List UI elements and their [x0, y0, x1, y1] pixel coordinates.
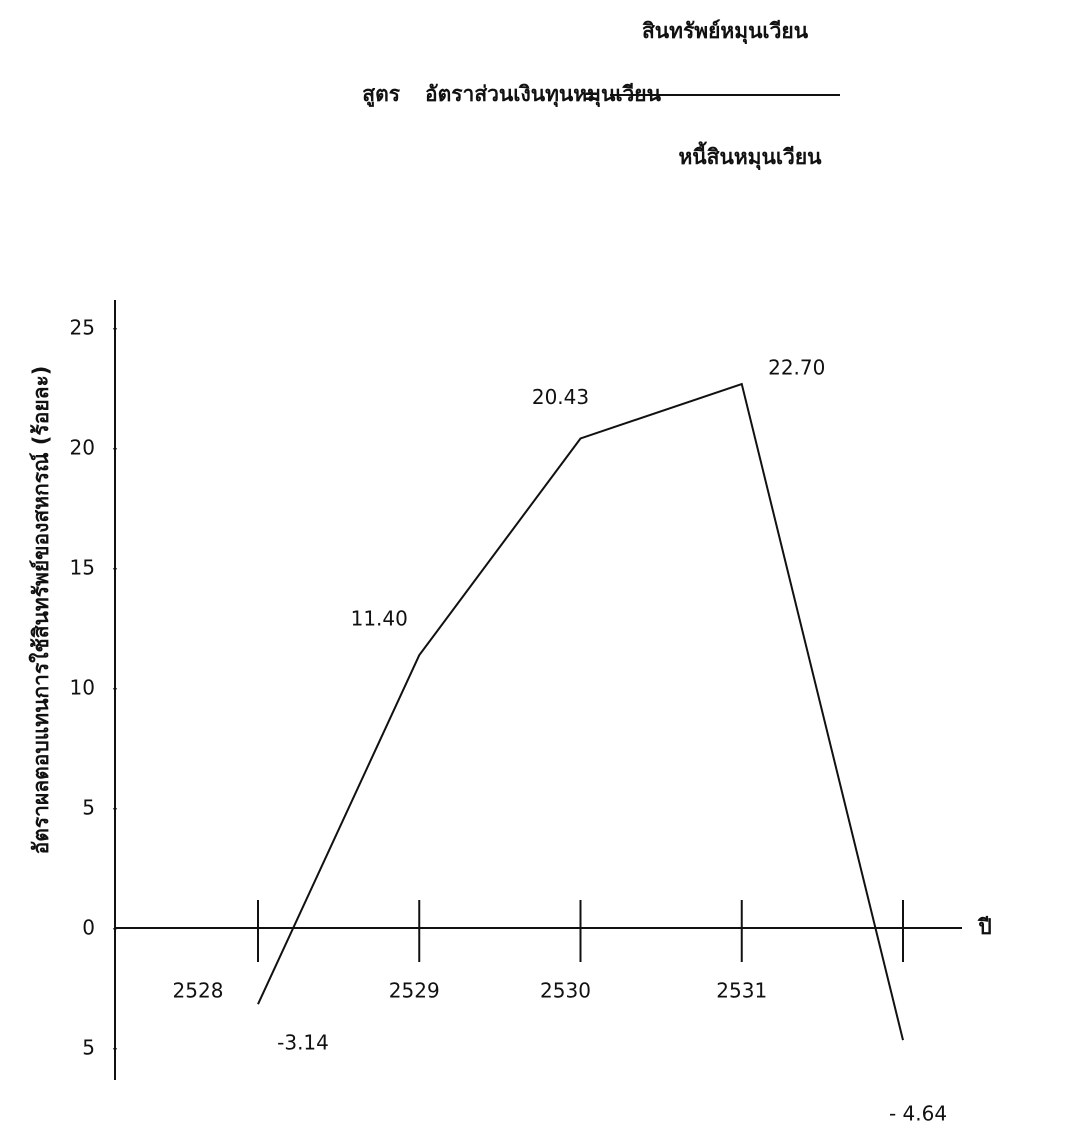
x-tick-label: 2530	[540, 979, 591, 1003]
line	[257, 382, 904, 1041]
y-axis-label: อัตราผลตอบแทนการใช้สินทรัพย์ของสหกรณ์ (ร…	[28, 366, 53, 855]
y-tick-label: 15	[70, 555, 95, 579]
formula-equals: =	[583, 84, 601, 108]
x-tick-label: 2531	[716, 979, 767, 1003]
data-label: 11.40	[351, 607, 408, 631]
formula-numerator: สินทรัพย์หมุนเวียน	[642, 19, 809, 45]
y-tick-label: 5	[82, 1035, 95, 1059]
x-tick-label: 2529	[389, 979, 440, 1003]
data-label: 20.43	[532, 385, 589, 409]
y-tick-label: 20	[70, 435, 95, 459]
data-label: 22.70	[768, 356, 825, 380]
data-label: -3.14	[277, 1031, 329, 1055]
formula-denominator: หนี้สินหมุนเวียน	[678, 141, 822, 171]
y-tick-label: 10	[70, 675, 95, 699]
data-label: - 4.64	[889, 1102, 947, 1126]
x-tick-label: 2528	[173, 979, 224, 1003]
formula-label: สูตร	[362, 82, 400, 108]
y-tick-label: 0	[82, 915, 95, 939]
x-axis-label: ปี	[977, 915, 992, 939]
y-tick-label: 5	[82, 795, 95, 819]
y-tick-label: 25	[70, 315, 95, 339]
